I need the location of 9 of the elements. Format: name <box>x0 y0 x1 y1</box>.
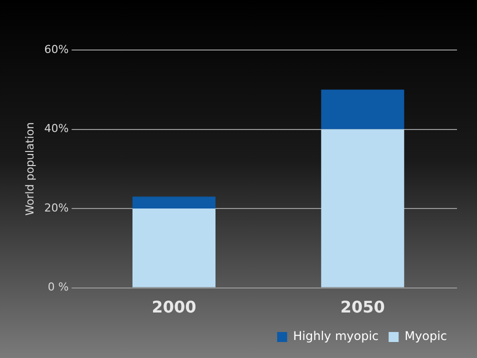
x-tick-label: 2050 <box>340 298 385 317</box>
y-tick-label: 0 % <box>48 280 69 294</box>
y-tick-label: 60% <box>44 42 69 56</box>
y-axis-title: World population <box>23 122 36 216</box>
legend-label: Highly myopic <box>293 329 379 344</box>
legend-label: Myopic <box>404 329 448 344</box>
y-tick-label: 20% <box>44 201 69 214</box>
y-tick-label: 40% <box>44 122 69 136</box>
x-tick-label: 2000 <box>152 298 196 317</box>
